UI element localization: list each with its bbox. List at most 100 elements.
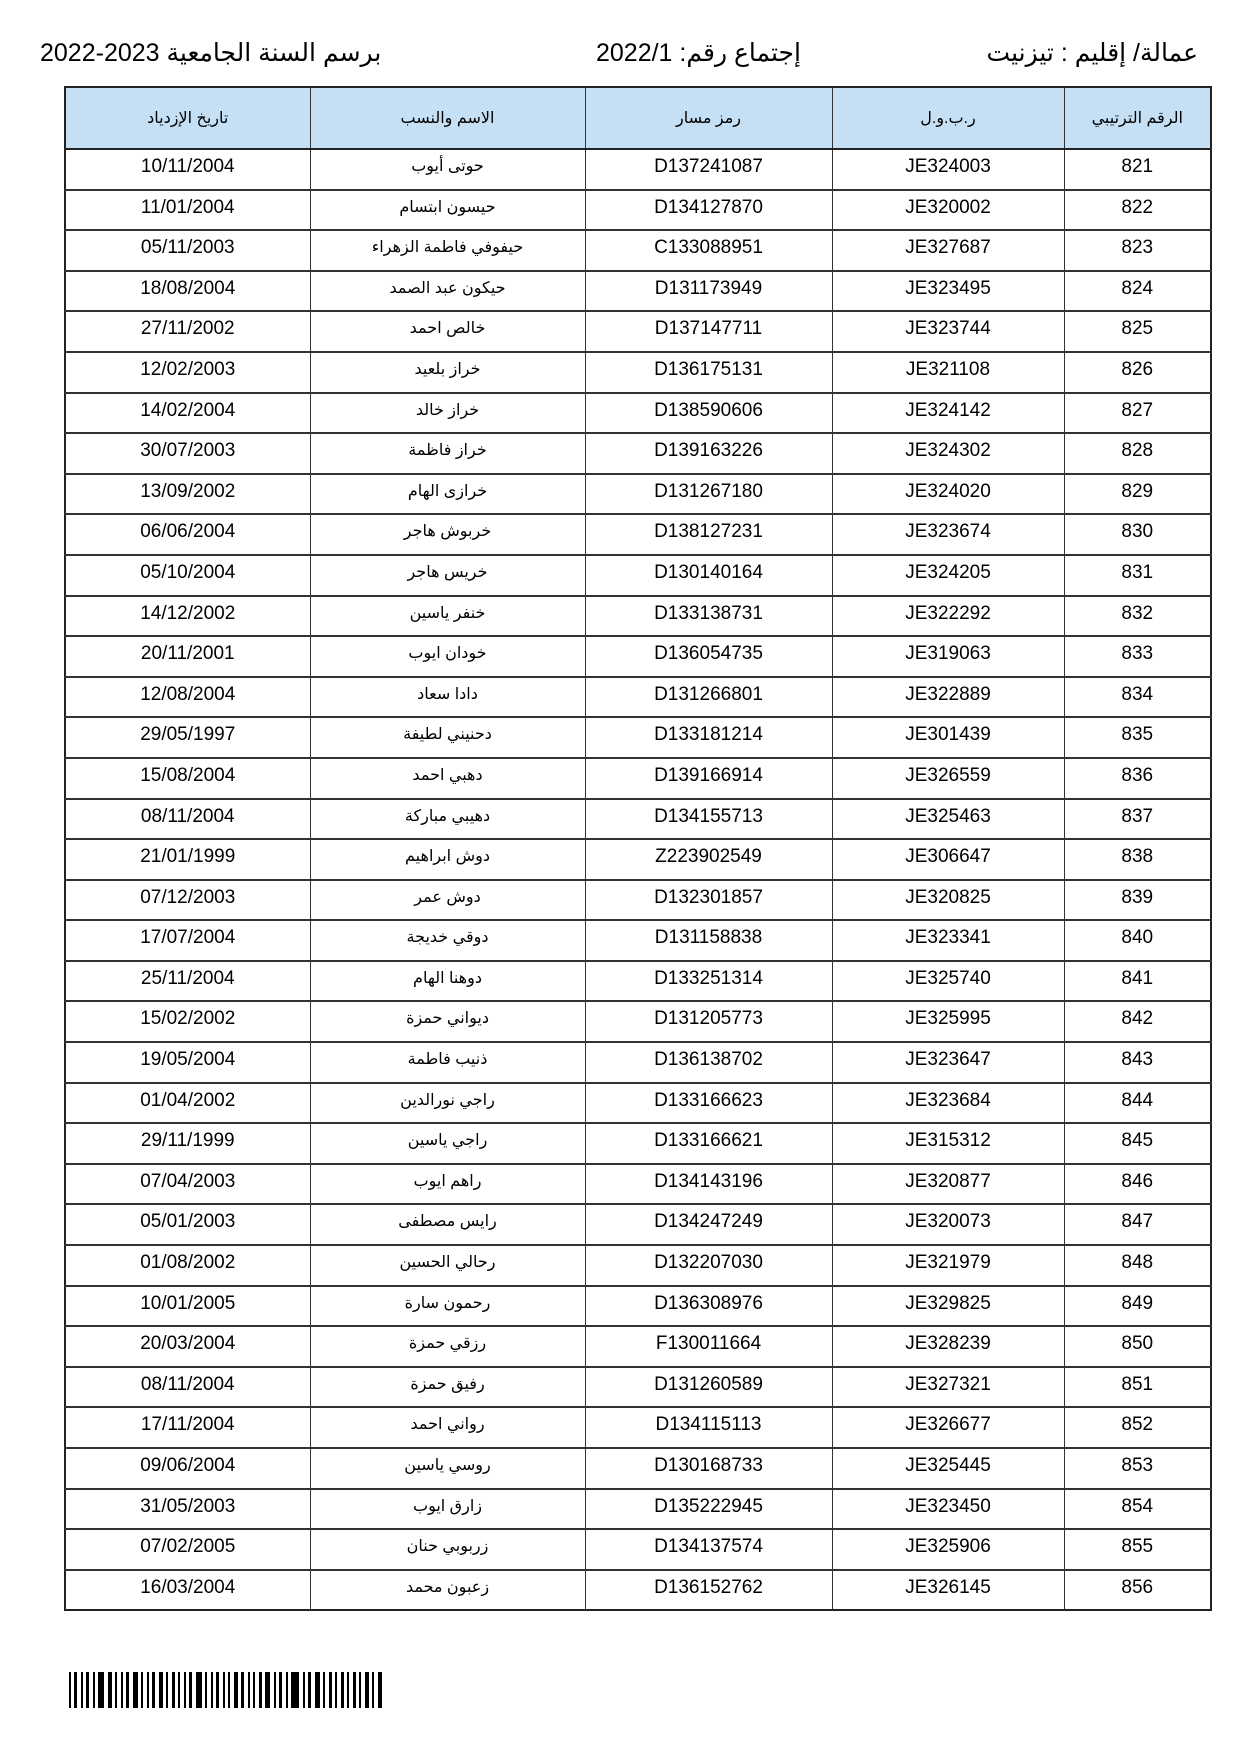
cell-birth-date: 30/07/2003 xyxy=(64,432,311,475)
cell-serial-number: 846 xyxy=(1063,1162,1212,1205)
barcode-bar xyxy=(378,1672,382,1708)
barcode-bar xyxy=(253,1672,255,1708)
col-cne: ر.ب.و.ل xyxy=(831,86,1065,150)
cell-serial-number: 837 xyxy=(1063,797,1212,840)
barcode-bar xyxy=(234,1672,238,1708)
table-row: 825 JE323744 D137147711 خالص احمد 27/11/2002 xyxy=(64,310,1212,353)
cell-birth-date: 14/02/2004 xyxy=(64,391,311,434)
cell-serial-number: 833 xyxy=(1063,635,1212,678)
cell-cne: JE324142 xyxy=(831,391,1065,434)
cell-cne: JE329825 xyxy=(831,1284,1065,1327)
cell-massar-code: D134137574 xyxy=(584,1528,833,1571)
cell-full-name: حيفوفي فاطمة الزهراء xyxy=(309,229,586,272)
barcode-bar xyxy=(205,1672,207,1708)
cell-full-name: رحالي الحسين xyxy=(309,1244,586,1287)
cell-full-name: خربوش هاجر xyxy=(309,513,586,556)
cell-massar-code: D130168733 xyxy=(584,1447,833,1490)
cell-full-name: ذنيب فاطمة xyxy=(309,1041,586,1084)
cell-birth-date: 07/02/2005 xyxy=(64,1528,311,1571)
cell-cne: JE322889 xyxy=(831,675,1065,718)
cell-cne: JE325906 xyxy=(831,1528,1065,1571)
cell-massar-code: C133088951 xyxy=(584,229,833,272)
cell-cne: JE301439 xyxy=(831,716,1065,759)
cell-cne: JE325463 xyxy=(831,797,1065,840)
cell-birth-date: 05/01/2003 xyxy=(64,1203,311,1246)
cell-full-name: روسي ياسين xyxy=(309,1447,586,1490)
table-row: 851 JE327321 D131260589 رفيق حمزة 08/11/2004 xyxy=(64,1365,1212,1408)
cell-cne: JE327321 xyxy=(831,1365,1065,1408)
cell-cne: JE326559 xyxy=(831,756,1065,799)
table-row: 853 JE325445 D130168733 روسي ياسين 09/06/200… xyxy=(64,1447,1212,1490)
cell-full-name: راجي ياسين xyxy=(309,1122,586,1165)
cell-serial-number: 836 xyxy=(1063,756,1212,799)
cell-full-name: خريس هاجر xyxy=(309,553,586,597)
cell-cne: JE323744 xyxy=(831,310,1065,353)
table-row: 835 JE301439 D133181214 دحنيني لطيفة 29/05/1… xyxy=(64,716,1212,759)
col-birth-date: تاريخ الإزدياد xyxy=(64,86,311,150)
table-row: 826 JE321108 D136175131 خراز بلعيد 12/02/200… xyxy=(64,350,1212,394)
cell-massar-code: D139163226 xyxy=(584,432,833,475)
cell-cne: JE325995 xyxy=(831,1000,1065,1043)
barcode-bar xyxy=(365,1672,369,1708)
cell-full-name: خودان ايوب xyxy=(309,635,586,678)
cell-massar-code: Z223902549 xyxy=(584,838,833,881)
cell-massar-code: D135222945 xyxy=(584,1487,833,1530)
cell-birth-date: 05/10/2004 xyxy=(64,553,311,597)
table-row: 834 JE322889 D131266801 دادا سعاد 12/08/2004 xyxy=(64,675,1212,718)
table-row: 841 JE325740 D133251314 دوهنا الهام 25/11/20… xyxy=(64,959,1212,1002)
barcode-bar xyxy=(121,1672,123,1708)
barcode-bar xyxy=(323,1672,325,1708)
barcode-bar xyxy=(189,1672,192,1708)
cell-full-name: دوش عمر xyxy=(309,878,586,921)
cell-serial-number: 839 xyxy=(1063,878,1212,921)
cell-full-name: راهم ايوب xyxy=(309,1162,586,1205)
cell-massar-code: D131267180 xyxy=(584,472,833,515)
table-row: 833 JE319063 D136054735 خودان ايوب 20/11/200… xyxy=(64,635,1212,678)
cell-full-name: دوش ابراهيم xyxy=(309,838,586,881)
col-full-name: الاسم والنسب xyxy=(309,86,586,150)
cell-massar-code: D133166621 xyxy=(584,1122,833,1165)
cell-birth-date: 06/06/2004 xyxy=(64,513,311,556)
cell-serial-number: 835 xyxy=(1063,716,1212,759)
cell-birth-date: 14/12/2002 xyxy=(64,594,311,637)
table-row: 848 JE321979 D132207030 رحالي الحسين 01/08/2… xyxy=(64,1244,1212,1287)
cell-serial-number: 834 xyxy=(1063,675,1212,718)
barcode-bar xyxy=(141,1672,143,1708)
cell-massar-code: D134247249 xyxy=(584,1203,833,1246)
col-serial-number: الرقم الترتيبي xyxy=(1063,86,1212,150)
cell-full-name: رحمون سارة xyxy=(309,1284,586,1327)
cell-massar-code: D132207030 xyxy=(584,1244,833,1287)
cell-birth-date: 21/01/1999 xyxy=(64,838,311,881)
table-row: 840 JE323341 D131158838 دوقي خديجة 17/07/200… xyxy=(64,919,1212,962)
cell-full-name: دوهنا الهام xyxy=(309,959,586,1002)
cell-cne: JE315312 xyxy=(831,1122,1065,1165)
cell-serial-number: 826 xyxy=(1063,350,1212,394)
cell-serial-number: 821 xyxy=(1063,148,1212,191)
cell-birth-date: 17/11/2004 xyxy=(64,1406,311,1449)
barcode-bar xyxy=(133,1672,138,1708)
cell-full-name: زربوبي حنان xyxy=(309,1528,586,1571)
barcode-bar xyxy=(372,1672,374,1708)
cell-birth-date: 12/02/2003 xyxy=(64,350,311,394)
cell-cne: JE306647 xyxy=(831,838,1065,881)
table-row: 831 JE324205 D130140164 خريس هاجر 05/10/2004 xyxy=(64,553,1212,597)
barcode-bar xyxy=(74,1672,77,1708)
barcode-bar xyxy=(265,1672,270,1708)
barcode xyxy=(69,1672,429,1708)
cell-birth-date: 11/01/2004 xyxy=(64,188,311,231)
barcode-bar xyxy=(248,1672,250,1708)
cell-cne: JE324302 xyxy=(831,432,1065,475)
cell-serial-number: 832 xyxy=(1063,594,1212,637)
barcode-bar xyxy=(166,1672,168,1708)
barcode-bar xyxy=(159,1672,163,1708)
cell-full-name: خنفر ياسين xyxy=(309,594,586,637)
barcode-bar xyxy=(115,1672,117,1708)
cell-massar-code: D132301857 xyxy=(584,878,833,921)
cell-cne: JE320877 xyxy=(831,1162,1065,1205)
cell-serial-number: 848 xyxy=(1063,1244,1212,1287)
cell-full-name: دوقي خديجة xyxy=(309,919,586,962)
students-table: الرقم الترتيبي ر.ب.و.ل رمز مسار الاسم وا… xyxy=(64,86,1212,1612)
cell-massar-code: D136175131 xyxy=(584,350,833,394)
table-row: 847 JE320073 D134247249 رايس مصطفى 05/01/200… xyxy=(64,1203,1212,1246)
cell-full-name: خراز خالد xyxy=(309,391,586,434)
